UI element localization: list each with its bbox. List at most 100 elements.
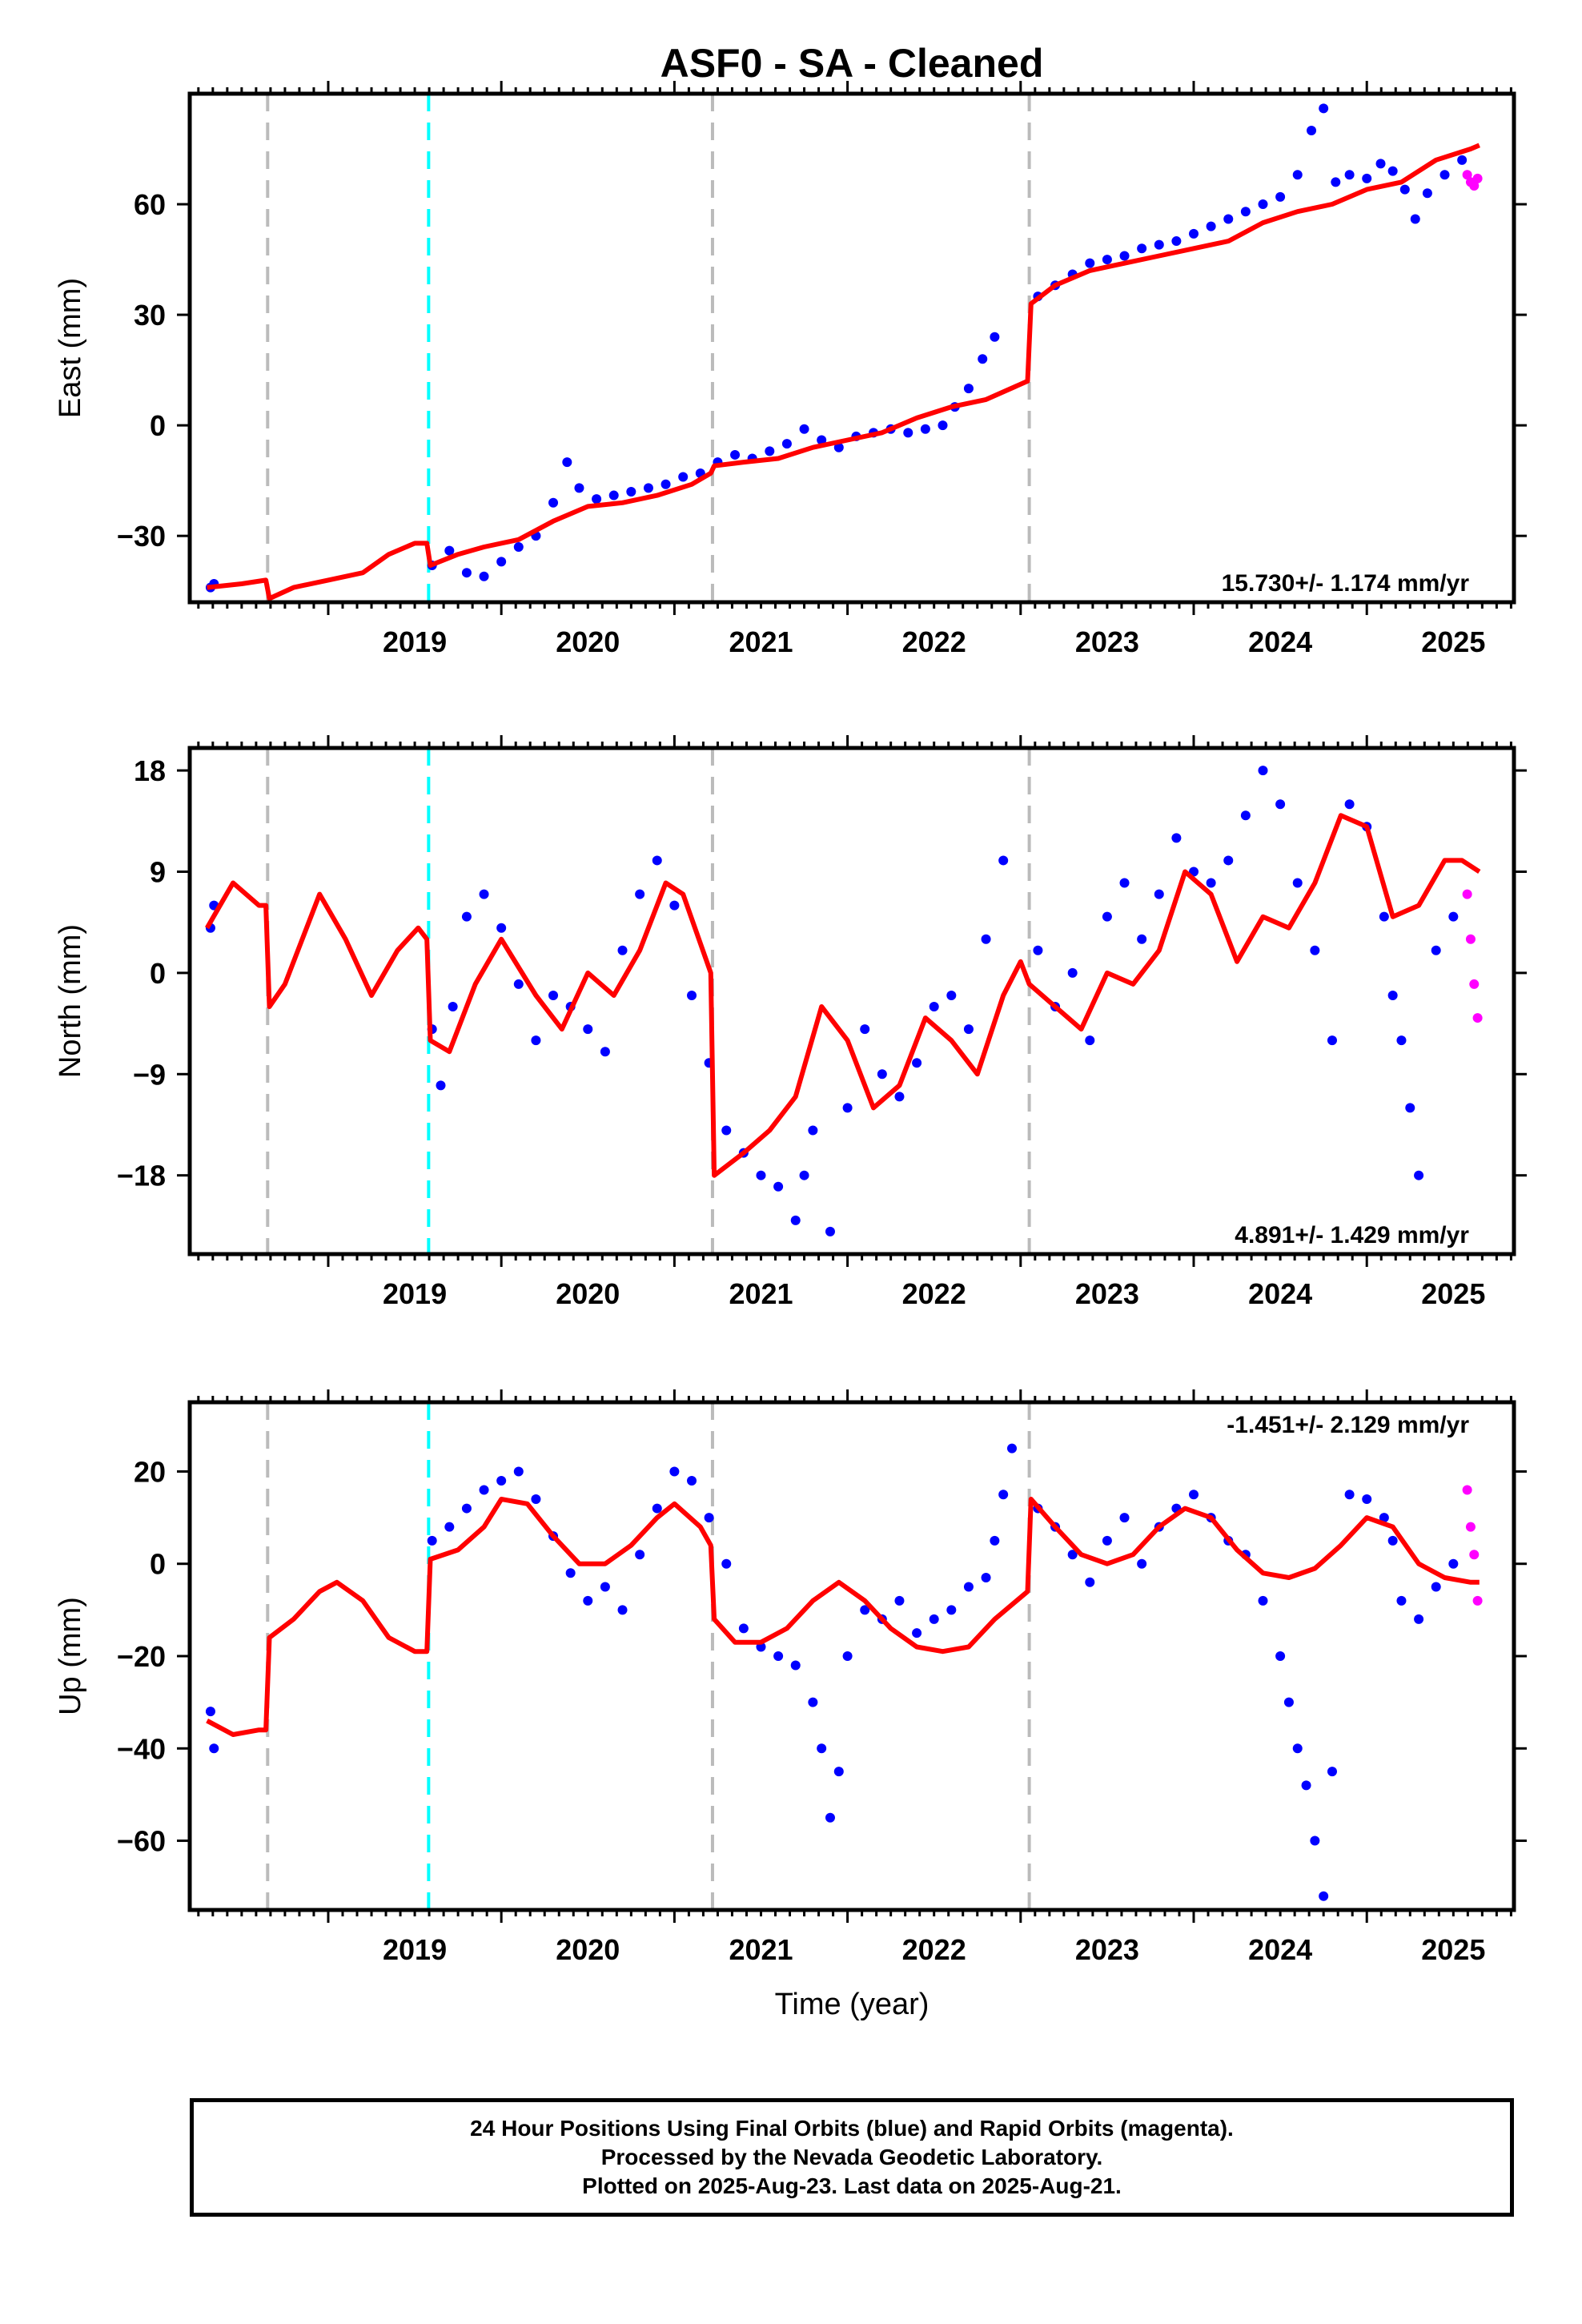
final_orbits-point: [842, 1103, 853, 1113]
final_orbits-point: [1292, 878, 1303, 888]
final_orbits-point: [1292, 1743, 1303, 1754]
final_orbits-point: [669, 1466, 680, 1477]
final_orbits-point: [817, 1743, 827, 1754]
final_orbits-point: [1327, 1767, 1337, 1777]
final_orbits-point: [531, 1494, 541, 1505]
x-tick-label: 2025: [1421, 1933, 1485, 1966]
final_orbits-point: [1283, 1697, 1294, 1707]
final_orbits-point: [1171, 833, 1182, 843]
final_orbits-point: [635, 1550, 645, 1560]
plot-area-east: [205, 94, 1483, 602]
plot-area-up: [205, 1402, 1483, 1910]
final_orbits-point: [461, 911, 472, 922]
rapid_orbits-point: [1469, 979, 1480, 989]
final_orbits-point: [1431, 1582, 1441, 1592]
final_orbits-point: [513, 979, 524, 989]
final_orbits-point: [1033, 945, 1043, 955]
final_orbits-point: [1085, 258, 1095, 268]
final_orbits-point: [678, 472, 689, 482]
final_orbits-point: [1206, 878, 1216, 888]
final_orbits-point: [808, 1697, 818, 1707]
x-tick-label: 2023: [1075, 1933, 1139, 1966]
final_orbits-point: [929, 1614, 939, 1624]
x-tick-label: 2020: [556, 625, 620, 658]
final_orbits-point: [963, 1024, 974, 1035]
final_orbits-point: [205, 1707, 215, 1717]
chart-title: ASF0 - SA - Cleaned: [661, 41, 1044, 86]
final_orbits-point: [1344, 799, 1355, 810]
final_orbits-point: [1310, 945, 1320, 955]
rapid_orbits-point: [1469, 1550, 1480, 1560]
footer-line-1: 24 Hour Positions Using Final Orbits (bl…: [470, 2116, 1234, 2141]
final_orbits-point: [833, 1767, 844, 1777]
panel-up: 2019 2020 2021 2022 2023 2024 2025 −60 −40 −20 0 20…: [54, 1389, 1527, 1966]
final_orbits-point: [1344, 170, 1355, 180]
final_orbits-point: [1292, 170, 1303, 180]
x-tick-label: 2019: [383, 625, 447, 658]
final_orbits-point: [946, 1605, 957, 1615]
x-tick-label: 2024: [1248, 1277, 1312, 1310]
final_orbits-point: [1448, 1558, 1459, 1569]
panels: 2019 2020 2021 2022 2023 2024 2025 −30 0 30 60 East…: [54, 81, 1527, 1966]
final_orbits-point: [1275, 799, 1286, 810]
final_orbits-point: [825, 1812, 835, 1823]
rapid_orbits-point: [1472, 1595, 1483, 1606]
final_orbits-point: [1085, 1577, 1095, 1587]
model-fit-line: [206, 1497, 1480, 1737]
final_orbits-point: [1387, 990, 1398, 1000]
final_orbits-point: [652, 855, 662, 866]
final_orbits-point: [496, 557, 507, 567]
final_orbits-point: [1223, 214, 1234, 224]
final_orbits-point: [903, 428, 913, 438]
final_orbits-point: [1307, 126, 1317, 136]
final_orbits-point: [626, 486, 636, 497]
final_orbits-point: [513, 1466, 524, 1477]
plot-area-north: [205, 748, 1483, 1254]
final_orbits-point: [1223, 855, 1234, 866]
final_orbits-point: [1396, 1035, 1407, 1046]
y-tick-label: 0: [150, 957, 166, 990]
final_orbits-point: [1189, 1490, 1199, 1500]
final_orbits-point: [817, 435, 827, 445]
y-axis-label: Up (mm): [54, 1597, 87, 1715]
y-tick-label: 60: [134, 188, 166, 221]
y-tick-label: −40: [117, 1732, 166, 1765]
final_orbits-point: [1387, 1535, 1398, 1546]
x-tick-label: 2022: [902, 1933, 966, 1966]
final_orbits-point: [1171, 236, 1182, 247]
final_orbits-point: [617, 945, 628, 955]
panel-east: 2019 2020 2021 2022 2023 2024 2025 −30 0 30 60 East…: [54, 81, 1527, 658]
final_orbits-point: [756, 1170, 766, 1180]
x-tick-label: 2022: [902, 1277, 966, 1310]
final_orbits-point: [652, 1503, 662, 1514]
velocity-annotation: -1.451+/- 2.129 mm/yr: [1227, 1412, 1469, 1438]
final_orbits-point: [1240, 207, 1251, 217]
final_orbits-point: [1154, 889, 1164, 899]
final_orbits-point: [1414, 1614, 1424, 1624]
x-tick-label: 2024: [1248, 625, 1312, 658]
velocity-annotation: 15.730+/- 1.174 mm/yr: [1222, 570, 1470, 597]
x-axis-label: Time (year): [775, 1988, 930, 2021]
final_orbits-point: [721, 1125, 732, 1136]
final_orbits-point: [669, 900, 680, 911]
final_orbits-point: [1362, 173, 1372, 183]
y-axis-label: North (mm): [54, 924, 87, 1078]
rapid_orbits-point: [1472, 173, 1483, 183]
final_orbits-point: [600, 1582, 610, 1592]
x-tick-label: 2025: [1421, 625, 1485, 658]
final_orbits-point: [496, 923, 507, 933]
final_orbits-point: [1102, 1535, 1112, 1546]
final_orbits-point: [912, 1628, 922, 1638]
final_orbits-point: [548, 990, 559, 1000]
final_orbits-point: [912, 1058, 922, 1068]
final_orbits-point: [1379, 1513, 1389, 1523]
final_orbits-point: [1414, 1170, 1424, 1180]
final_orbits-point: [1331, 177, 1341, 187]
final_orbits-point: [981, 934, 991, 944]
final_orbits-point: [998, 855, 1009, 866]
final_orbits-point: [1379, 911, 1389, 922]
final_orbits-point: [1206, 221, 1216, 231]
final_orbits-point: [479, 1485, 489, 1495]
footer-line-3: Plotted on 2025-Aug-23. Last data on 202…: [582, 2173, 1122, 2198]
final_orbits-point: [1344, 1490, 1355, 1500]
